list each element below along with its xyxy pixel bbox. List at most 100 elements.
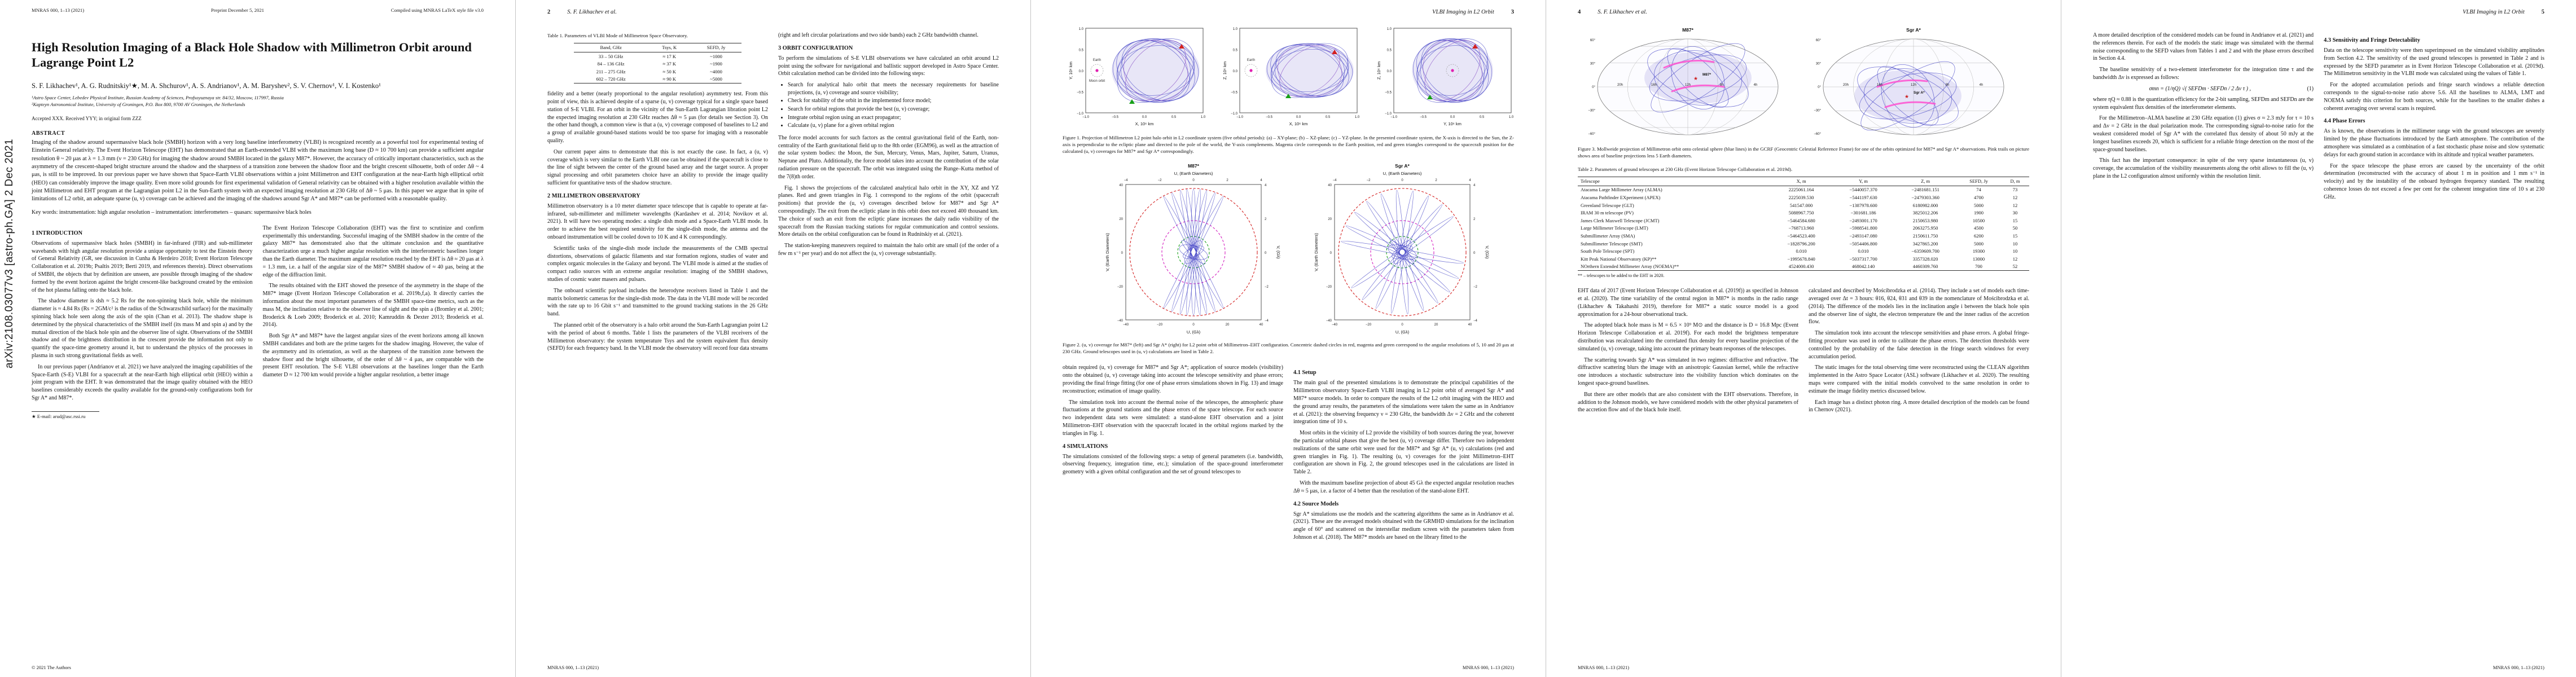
- table-cell: 6180982.000: [1912, 202, 1938, 208]
- panel-title: M87*: [1682, 27, 1694, 33]
- tick-label: 0.0: [1079, 70, 1084, 73]
- body-paragraph: This fact has the important consequence:…: [2093, 157, 2314, 179]
- body-paragraph: To perform the simulations of S-E VLBI o…: [778, 55, 999, 77]
- dec-tick-labels: 60° 30° 0° −30° −60°: [1588, 39, 1595, 136]
- table-cell: 13000: [1972, 256, 1985, 262]
- tick-label: −4: [1265, 319, 1269, 323]
- tick-label: 0: [1192, 179, 1195, 182]
- tick-label: 8h: [1720, 83, 1724, 87]
- tick-label: 0°: [1592, 86, 1595, 89]
- table-cell: −1828796.200: [1787, 240, 1815, 247]
- page5-column-right: 4.3 Sensitivity and Fringe Detectability…: [2324, 32, 2544, 205]
- table-cell: 4460309.760: [1912, 263, 1938, 270]
- earth-marker: [1249, 69, 1253, 72]
- tick-label: 1.0: [1509, 116, 1514, 119]
- table1-row: 211 – 275 GHz ≈ 50 K ~4000: [574, 68, 741, 76]
- tick-label: 0.5: [1480, 116, 1485, 119]
- table-cell: 4700: [1974, 195, 1984, 201]
- tick-label: −0.5: [1112, 116, 1119, 119]
- tick-label: 0.5: [1171, 116, 1177, 119]
- y-axis-label: Z, 10⁶ km: [1376, 61, 1381, 80]
- figure-2-caption: Figure 2. (u, v) coverage for M87* (left…: [1063, 341, 1514, 354]
- top-tick-labels: −4 −2 0 2 4: [1124, 179, 1263, 182]
- resolution-circle-10uas: [1161, 220, 1226, 284]
- body-paragraph: Scientific tasks of the single-dish mode…: [547, 245, 768, 283]
- table-cell: Atacama Large Millimeter Array (ALMA): [1581, 187, 1662, 193]
- y-axis-label: Y, 10⁶ km: [1068, 61, 1073, 80]
- page3-footer: MNRAS 000, 1–13 (2021): [1462, 665, 1514, 670]
- tick-label: 40: [1468, 323, 1472, 327]
- page4-column-right: calculated and described by Mościbrodzka…: [1809, 287, 2029, 417]
- figure1-panel-yz: −1.0 −0.5 0.0 0.5 1.0 1.0 0.5 0.0 −0.5 −1.0 Y, 1…: [1376, 25, 1514, 126]
- table-cell: −768713.960: [1788, 225, 1814, 231]
- table2-row: Kitt Peak National Observatory (KP)** −19…: [1578, 255, 2029, 263]
- table-cell: 2063275.950: [1912, 225, 1938, 231]
- table-cell: 4524000.430: [1788, 263, 1814, 270]
- tick-label: 20: [1434, 323, 1438, 327]
- table-cell: −5037317.700: [1849, 256, 1877, 262]
- orbit-step-item: Calculate (u, v) plane for a given orbit…: [788, 122, 999, 130]
- tick-label: 0.0: [1142, 116, 1147, 119]
- table-cell: 52: [2012, 263, 2018, 270]
- tick-label: 0.0: [1233, 70, 1238, 73]
- table2-caption: Table 2. Parameters of ground telescopes…: [1578, 166, 1793, 172]
- page1-columns: 1 INTRODUCTION Observations of supermass…: [32, 225, 484, 420]
- page3-right-paragraphs-a: The main goal of the presented simulatio…: [1293, 379, 1514, 495]
- intro-paragraph: Observations of supermassive black holes…: [32, 240, 253, 293]
- table2-row: Submillimeter Array (SMA) −5464523.400 −24…: [1578, 232, 2029, 240]
- tick-label: 20: [1119, 218, 1123, 221]
- table-cell: −5988541.800: [1849, 225, 1877, 231]
- tick-label: 0: [1401, 179, 1403, 182]
- tick-label: 1.0: [1079, 28, 1084, 31]
- panel-title: M87*: [1188, 163, 1200, 169]
- table-cell: IRAM 30 m telescope (PV): [1581, 210, 1634, 216]
- x-axis-label: X, 10⁶ km: [1289, 121, 1308, 126]
- table-cell: 468042.140: [1851, 263, 1875, 270]
- page5-column-left: A more detailed description of the consi…: [2093, 32, 2314, 205]
- x-axis-label: X, 10⁶ km: [1135, 121, 1154, 126]
- page-2: 2 S. F. Likhachev et al. Table 1. Paramet…: [515, 0, 1030, 677]
- table-cell: ~4000: [710, 68, 722, 74]
- page3-left-paragraphs-a: obtain required (u, v) coverage for M87*…: [1063, 364, 1283, 437]
- body-paragraph: Most orbits in the vicinity of L2 provid…: [1293, 430, 1514, 476]
- table1-caption: Table 1. Parameters of VLBI Mode of Mill…: [547, 33, 688, 38]
- table-cell: 2150611.750: [1912, 232, 1938, 239]
- page3-columns: obtain required (u, v) coverage for M87*…: [1063, 364, 1514, 544]
- tick-label: −4: [1333, 179, 1337, 182]
- tick-label: 20: [1328, 218, 1332, 221]
- body-paragraph: (right and left circular polarizations a…: [778, 32, 978, 38]
- table1-header-row: Band, GHz Tsys, K SEFD, Jy: [573, 43, 742, 52]
- table-cell: 700: [1975, 263, 1982, 270]
- page4-footer: MNRAS 000, 1–13 (2021): [1578, 665, 1630, 670]
- body-paragraph: The station-keeping maneuvers required t…: [778, 243, 999, 257]
- running-head-page5: VLBI Imaging in L2 Orbit 5: [2093, 9, 2544, 15]
- section-3-heading: 3 ORBIT CONFIGURATION: [778, 45, 853, 51]
- tick-label: 60°: [1816, 39, 1822, 42]
- figure-3-caption: Figure 3. Mollweide projection of Millim…: [1578, 146, 2029, 159]
- figure-1-caption: Figure 1. Projection of Millimetron L2 p…: [1063, 135, 1514, 154]
- table-cell: Atacama Pathfinder EXperiment (APEX): [1581, 195, 1661, 201]
- body-paragraph: For the adopted accumulation periods and…: [2324, 82, 2544, 112]
- compiled-note: Compiled using MNRAS LaTeX style file v3…: [390, 7, 484, 13]
- tick-label: −40: [1123, 323, 1129, 327]
- tick-label: 0.0: [1296, 116, 1301, 119]
- abstract-text: Imaging of the shadow around supermassiv…: [32, 139, 484, 203]
- tick-label: 1.0: [1233, 28, 1238, 31]
- table-cell: 84 – 136 GHz: [597, 61, 625, 67]
- tick-label: 0.5: [1079, 49, 1084, 52]
- table2-header-cell: SEFD, Jy: [1956, 177, 2001, 186]
- tick-label: 0: [1330, 252, 1332, 255]
- running-title: S. F. Likhachev et al.: [1598, 9, 1647, 15]
- tick-label: −20: [1326, 285, 1332, 289]
- tick-label: 0.5: [1326, 116, 1331, 119]
- body-paragraph: The simulation took into account the tel…: [1809, 330, 2029, 360]
- source-marker-icon: ★: [1904, 94, 1909, 99]
- panel-title: Sgr A*: [1906, 27, 1921, 33]
- table-cell: 541547.000: [1789, 202, 1813, 208]
- body-paragraph: With the maximum baseline projection of …: [1293, 480, 1514, 494]
- intro-paragraphs-left: Observations of supermassive black holes…: [32, 240, 253, 402]
- moon-orbit-label: Moon orbit: [1089, 80, 1105, 83]
- running-title: VLBI Imaging in L2 Orbit: [1432, 9, 1494, 15]
- body-paragraph: Our current paper aims to demonstrate th…: [547, 148, 768, 187]
